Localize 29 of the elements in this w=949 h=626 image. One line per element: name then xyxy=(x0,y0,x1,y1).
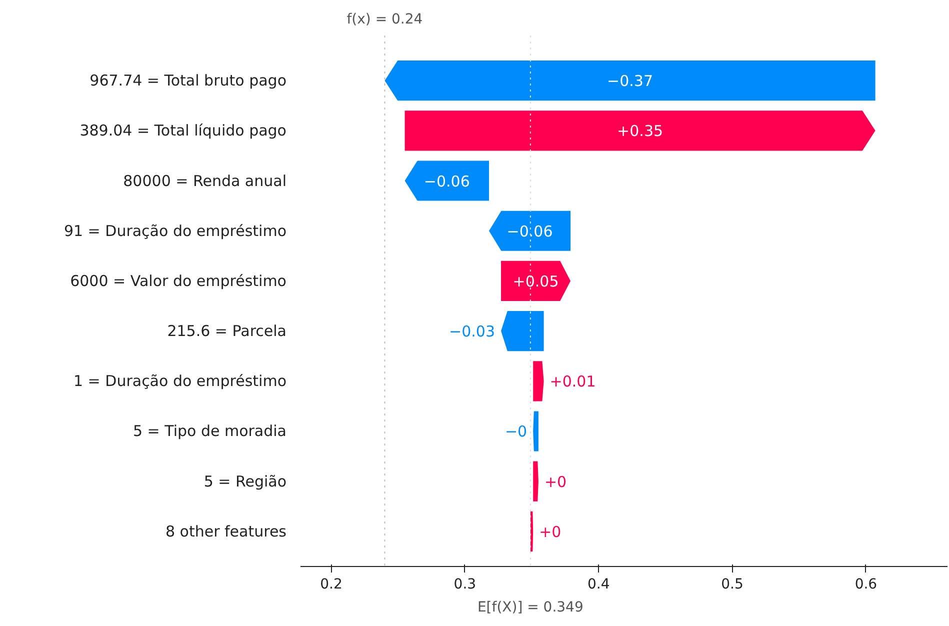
y-tick-label: 80000 = Renda anual xyxy=(123,172,287,190)
x-tick-label: 0.5 xyxy=(721,576,744,592)
x-tick-label: 0.6 xyxy=(854,576,878,592)
y-tick-label: 8 other features xyxy=(165,522,287,540)
y-tick-label: 967.74 = Total bruto pago xyxy=(90,72,287,90)
data-label: −0.37 xyxy=(607,72,653,90)
y-tick-label: 215.6 = Parcela xyxy=(167,322,287,340)
data-label: +0 xyxy=(544,472,567,491)
y-tick-label: 91 = Duração do empréstimo xyxy=(64,222,287,240)
bar xyxy=(404,110,876,151)
data-label: −0.06 xyxy=(424,172,470,190)
ref-line-label: E[f(X)] = 0.349 xyxy=(477,600,584,616)
data-label: −0.03 xyxy=(449,322,496,341)
y-tick-label: 389.04 = Total líquido pago xyxy=(80,122,287,140)
x-tick-label: 0.3 xyxy=(454,576,476,592)
data-label: −0.06 xyxy=(506,222,553,240)
bar xyxy=(384,60,876,101)
data-label: +0.35 xyxy=(617,122,664,140)
data-label: +0 xyxy=(539,522,562,541)
y-tick-label: 1 = Duração do empréstimo xyxy=(74,372,287,390)
data-label: −0 xyxy=(504,422,528,441)
x-tick-label: 0.4 xyxy=(587,576,610,592)
data-label: +0.01 xyxy=(550,372,596,391)
y-tick-label: 5 = Tipo de moradia xyxy=(132,422,286,440)
y-tick-label: 6000 = Valor do empréstimo xyxy=(70,272,287,290)
data-label: +0.05 xyxy=(512,272,559,290)
ref-line-label: f(x) = 0.24 xyxy=(346,12,423,28)
y-tick-label: 5 = Região xyxy=(204,472,287,490)
x-tick-label: 0.2 xyxy=(320,576,342,592)
